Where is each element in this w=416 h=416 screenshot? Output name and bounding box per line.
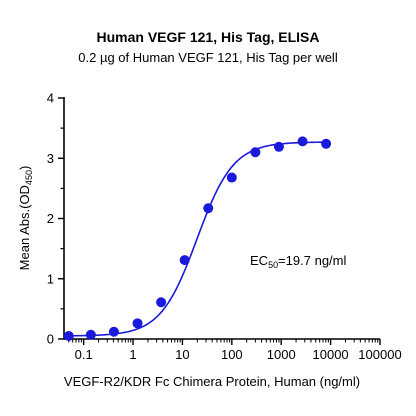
y-axis-label-sub: 450 xyxy=(24,170,34,185)
data-point xyxy=(203,203,214,214)
x-tick-label: 1000 xyxy=(267,347,296,362)
x-tick-label: 100 xyxy=(221,347,243,362)
fit-curve xyxy=(68,141,327,337)
data-point xyxy=(132,318,143,329)
data-point xyxy=(297,136,308,147)
y-axis-label-close: ) xyxy=(17,166,32,170)
data-point xyxy=(273,141,284,152)
fit-curve-layer xyxy=(68,141,327,337)
ec50-subscript: 50 xyxy=(268,260,278,270)
data-point xyxy=(226,172,237,183)
ec50-value: =19.7 ng/ml xyxy=(278,253,346,268)
data-point xyxy=(250,147,261,158)
y-tick-label: 3 xyxy=(47,151,54,166)
data-point xyxy=(108,326,119,337)
x-tick-label: 0.1 xyxy=(75,347,93,362)
chart-subtitle: 0.2 µg of Human VEGF 121, His Tag per we… xyxy=(78,50,338,65)
ec50-annotation: EC50=19.7 ng/ml xyxy=(250,253,346,270)
y-tick-label: 2 xyxy=(47,211,54,226)
x-axis-label: VEGF-R2/KDR Fc Chimera Protein, Human (n… xyxy=(64,374,360,389)
data-point xyxy=(156,297,167,308)
data-point xyxy=(85,329,96,340)
y-axis-label-main: Mean Abs.(OD xyxy=(17,185,32,270)
ec50-prefix: EC xyxy=(250,253,268,268)
x-tick-label: 1 xyxy=(129,347,136,362)
y-tick-label: 1 xyxy=(47,271,54,286)
x-tick-label: 10000 xyxy=(313,347,349,362)
data-point xyxy=(179,255,190,266)
y-tick-label: 0 xyxy=(47,332,54,347)
data-point xyxy=(321,138,332,149)
y-axis-label: Mean Abs.(OD450) xyxy=(17,166,34,271)
chart-title: Human VEGF 121, His Tag, ELISA xyxy=(96,29,320,45)
x-tick-label: 100000 xyxy=(358,347,401,362)
data-points-layer xyxy=(63,136,332,341)
x-tick-label: 10 xyxy=(175,347,189,362)
data-point xyxy=(63,330,74,341)
axes: 0 1 2 3 4 0.1 1 10 100 1000 10000 100000 xyxy=(47,91,402,363)
y-tick-label: 4 xyxy=(47,91,54,106)
